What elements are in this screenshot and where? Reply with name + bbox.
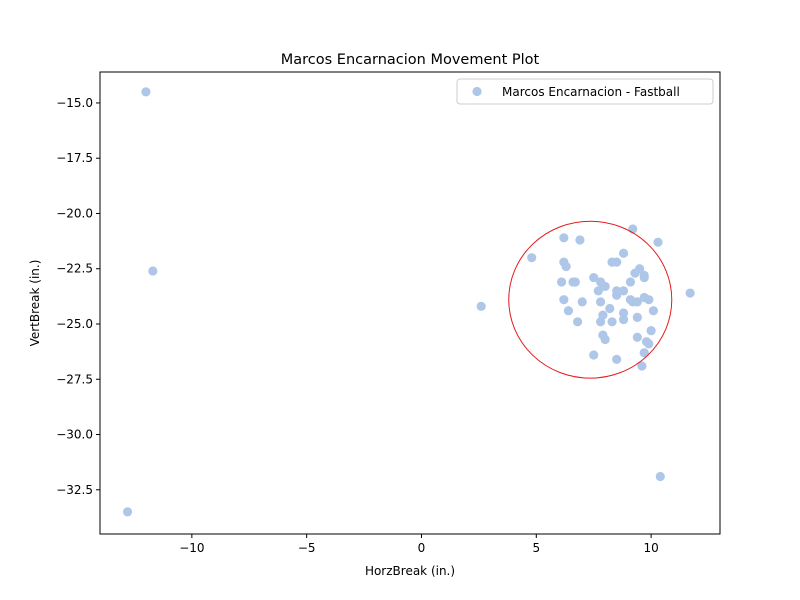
legend-box [456, 78, 714, 105]
scatter-point [653, 237, 663, 247]
y-tick-label: −30.0 [56, 428, 93, 442]
axes-frame [99, 71, 721, 535]
scatter-point [612, 290, 622, 300]
y-tick-label: −22.5 [56, 262, 93, 276]
scatter-point [559, 295, 569, 305]
legend: Marcos Encarnacion - Fastball [456, 78, 714, 105]
scatter-point [639, 270, 649, 280]
scatter-point [595, 317, 606, 327]
scatter-point [618, 286, 629, 296]
y-tick-label: −32.5 [56, 483, 93, 497]
scatter-point [685, 288, 695, 298]
scatter-point [625, 277, 636, 287]
y-tick-label: −25.0 [56, 317, 93, 331]
scatter-point [655, 471, 665, 482]
scatter-point [575, 235, 585, 245]
scatter-point [570, 277, 580, 287]
scatter-point [589, 272, 599, 283]
x-tick-label: −5 [298, 541, 316, 555]
scatter-point [600, 334, 610, 345]
scatter-point [559, 233, 569, 243]
scatter-point [648, 306, 659, 316]
scatter-point [635, 264, 645, 274]
x-tick-label: −10 [179, 541, 204, 555]
y-tick-label: −27.5 [56, 372, 93, 386]
scatter-point [612, 354, 622, 364]
y-tick-label: −15.0 [56, 96, 93, 110]
scatter-point [561, 261, 571, 272]
scatter-point [612, 257, 622, 267]
scatter-point [556, 277, 567, 287]
legend-label: Marcos Encarnacion - Fastball [502, 85, 680, 99]
y-tick-label: −20.0 [56, 206, 93, 220]
y-tick-label: −17.5 [56, 151, 93, 165]
scatter-point [618, 248, 629, 258]
scatter-point [141, 87, 151, 97]
x-tick-label: 10 [643, 541, 658, 555]
y-axis: −15.0 −17.5 −20.0 −22.5 −25.0 −27.5 −30.0 −32.5 [56, 96, 100, 497]
chart-title: Marcos Encarnacion Movement Plot [281, 52, 540, 68]
x-tick-label: 0 [418, 541, 426, 555]
scatter-point [573, 317, 583, 327]
y-axis-label: VertBreak (in.) [28, 260, 42, 347]
scatter-point [632, 332, 642, 342]
scatter-point [148, 266, 158, 276]
scatter-point [563, 306, 574, 316]
x-axis-label: HorzBreak (in.) [365, 564, 455, 578]
scatter-point [600, 281, 610, 292]
scatter-point [632, 312, 642, 322]
scatter-point [577, 297, 587, 307]
scatter-point [637, 361, 647, 371]
scatter-point [646, 326, 656, 336]
scatter-point [618, 314, 629, 325]
scatter-point [632, 297, 642, 307]
scatter-point [644, 339, 654, 349]
highlight-circle [508, 220, 673, 379]
legend-marker [472, 86, 482, 97]
scatter-point [605, 303, 615, 314]
x-axis: −10 −5 0 5 10 [179, 534, 659, 555]
scatter-point [607, 317, 617, 327]
scatter-point [618, 308, 629, 318]
scatter-point [595, 297, 606, 307]
x-tick-label: 5 [532, 541, 540, 555]
scatter-point [122, 507, 133, 517]
scatter-point [476, 301, 486, 311]
scatter-point [644, 295, 654, 305]
scatter-point [639, 348, 649, 358]
scatter-point [527, 253, 537, 263]
scatter-point [589, 350, 599, 360]
plot-area [122, 87, 695, 517]
